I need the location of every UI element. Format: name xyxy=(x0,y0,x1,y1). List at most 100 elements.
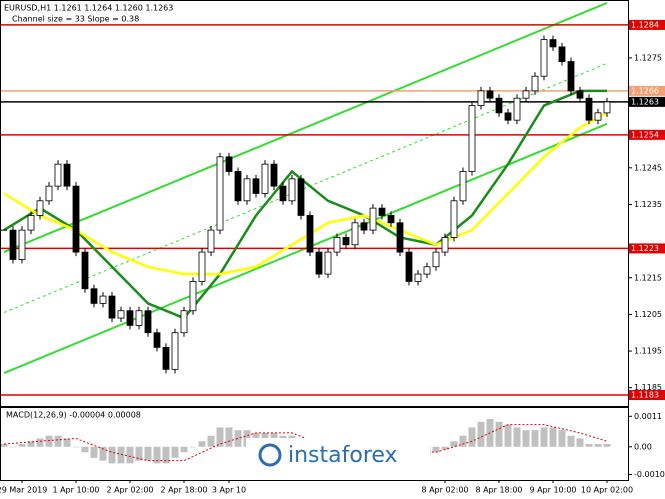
x-tick-label: 2 Apr 18:00 xyxy=(160,486,207,495)
level-box xyxy=(628,19,665,30)
macd-bar xyxy=(459,435,467,447)
channel-middle xyxy=(3,62,608,314)
macd-bar xyxy=(108,446,116,464)
level-label: 1.1263 xyxy=(631,97,659,106)
candle xyxy=(441,237,449,253)
macd-bar xyxy=(90,446,98,458)
macd-bar xyxy=(171,446,179,458)
candle xyxy=(468,105,476,172)
candle xyxy=(144,310,152,334)
candle xyxy=(396,222,404,253)
candle xyxy=(324,251,332,275)
candle xyxy=(81,251,89,290)
y-tick-label: 1.1205 xyxy=(634,310,662,319)
macd-bar xyxy=(198,441,206,447)
candle xyxy=(189,281,197,312)
y2-tick-label: 0.00 xyxy=(634,442,652,451)
macd-bar xyxy=(207,435,215,447)
macd-bar xyxy=(153,446,161,464)
macd-bar xyxy=(468,427,476,447)
macd-bar xyxy=(225,427,233,447)
macd-bar xyxy=(531,430,539,447)
symbol-header: EURUSD,H1 1.1261 1.1264 1.1260 1.1263 xyxy=(4,4,173,13)
y-tick-label: 1.1215 xyxy=(634,273,662,282)
candle xyxy=(531,75,539,92)
macd-bar xyxy=(522,430,530,447)
x-tick-label: 3 Apr 10 xyxy=(212,486,246,495)
candle xyxy=(558,46,566,62)
macd-frame xyxy=(0,407,629,481)
candle xyxy=(333,237,341,253)
candle xyxy=(450,200,458,238)
candle xyxy=(495,97,503,114)
candle xyxy=(261,163,269,194)
macd-bar xyxy=(72,446,80,448)
candle xyxy=(360,222,368,231)
candle xyxy=(288,178,296,202)
candle xyxy=(540,39,548,77)
candle xyxy=(135,310,143,326)
main-frame xyxy=(0,0,629,407)
level-label: 1.1254 xyxy=(631,130,659,139)
x-tick-label: 29 Mar 2019 xyxy=(0,486,47,495)
macd-bar xyxy=(9,446,17,448)
level-box xyxy=(628,96,665,107)
candle xyxy=(567,61,575,92)
candle xyxy=(423,266,431,275)
macd-bar xyxy=(477,421,485,447)
macd-bar xyxy=(504,424,512,447)
x-tick-label: 9 Apr 10:00 xyxy=(529,486,576,495)
candle xyxy=(117,310,125,319)
candle xyxy=(234,171,242,202)
moving-average xyxy=(3,89,607,320)
candle xyxy=(378,207,386,216)
macd-bar xyxy=(513,427,521,447)
y-tick-label: 1.1245 xyxy=(634,163,662,172)
candle xyxy=(522,90,530,99)
macd-bar xyxy=(558,430,566,447)
macd-bar xyxy=(126,446,134,464)
candle xyxy=(459,171,467,202)
y2-tick-label: 0.0011 xyxy=(634,412,662,421)
candle xyxy=(126,310,134,326)
macd-bar xyxy=(603,444,611,447)
y-tick-label: 1.1185 xyxy=(634,383,662,392)
level-label: 1.1183 xyxy=(631,391,659,400)
macd-bar xyxy=(567,435,575,447)
macd-bar xyxy=(189,446,197,448)
candle xyxy=(504,112,512,121)
macd-bar xyxy=(27,441,35,447)
x-tick-label: 8 Apr 02:00 xyxy=(421,486,468,495)
macd-bar xyxy=(441,446,449,450)
candle xyxy=(153,332,161,348)
level-box xyxy=(628,243,665,254)
macd-bar xyxy=(180,446,188,453)
y-tick-label: 1.1275 xyxy=(634,53,662,62)
candle xyxy=(72,185,80,253)
candle xyxy=(405,251,413,282)
macd-bar xyxy=(63,438,71,447)
macd-bar xyxy=(135,446,143,461)
x-tick-label: 2 Apr 02:00 xyxy=(106,486,153,495)
candle xyxy=(252,178,260,194)
candle xyxy=(387,215,395,224)
candle xyxy=(594,112,602,121)
candle xyxy=(369,207,377,231)
candle xyxy=(99,295,107,304)
macd-bar xyxy=(216,427,224,447)
candle xyxy=(414,273,422,282)
level-label: 1.1284 xyxy=(631,20,659,29)
macd-bar xyxy=(45,435,53,447)
logo-icon xyxy=(258,443,282,467)
candle xyxy=(576,90,584,99)
macd-bar xyxy=(0,444,8,447)
candle xyxy=(18,229,26,260)
candle xyxy=(216,156,224,231)
logo-box xyxy=(246,438,430,472)
candle xyxy=(243,178,251,202)
macd-title: MACD(12,26,9) -0.00004 0.00008 xyxy=(6,411,141,420)
candle xyxy=(513,97,521,121)
candle xyxy=(27,215,35,231)
candle xyxy=(279,185,287,202)
